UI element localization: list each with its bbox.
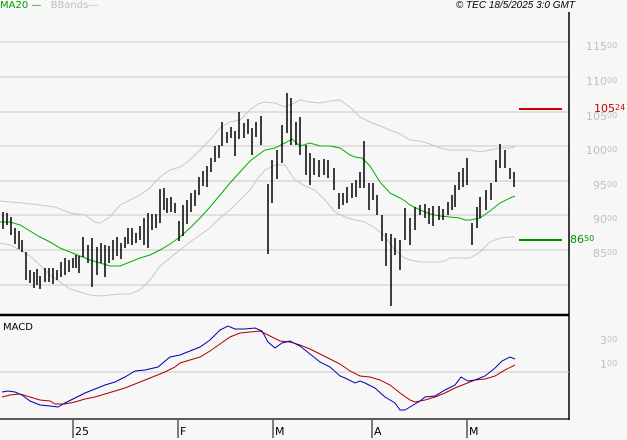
y-label-10000: 10000 xyxy=(586,144,618,157)
x-axis-ticks xyxy=(72,420,468,438)
macd-panel-title: MACD xyxy=(3,322,33,333)
x-label-apr: A xyxy=(374,425,382,438)
y-label-9000: 9000 xyxy=(593,213,618,226)
y-label-8500: 8500 xyxy=(593,247,618,260)
price-bars xyxy=(2,93,515,306)
macd-y-label-300: 300 xyxy=(600,334,618,347)
chart-legend: MA20 — BBands— xyxy=(0,0,98,12)
macd-y-label-100: 100 xyxy=(600,358,618,371)
copyright-timestamp: © TEC 18/5/2025 3:0 GMT xyxy=(455,0,575,11)
price-grid xyxy=(0,41,569,286)
legend-ma20-swatch: — xyxy=(28,0,42,11)
resistance-label: 10524 xyxy=(594,102,626,115)
support-label: 8650 xyxy=(570,233,595,246)
x-label-may: M xyxy=(469,425,479,438)
y-label-10500: 10500 xyxy=(586,110,618,123)
legend-bbands: BBands xyxy=(50,0,89,11)
legend-bbands-swatch: — xyxy=(88,0,99,11)
x-label-feb: F xyxy=(180,425,187,438)
y-label-11500: 11500 xyxy=(586,40,618,53)
y-label-11000: 11000 xyxy=(586,75,618,88)
bbands-upper xyxy=(0,99,516,224)
ma20-line xyxy=(0,138,516,267)
legend-ma20: MA20 xyxy=(0,0,29,11)
x-label-mar: M xyxy=(275,425,285,438)
macd-signal-line xyxy=(1,330,516,405)
macd-line xyxy=(1,325,516,411)
x-label-jan-25: 25 xyxy=(75,425,89,438)
bbands-lower xyxy=(0,164,515,297)
y-label-9500: 9500 xyxy=(593,179,618,192)
